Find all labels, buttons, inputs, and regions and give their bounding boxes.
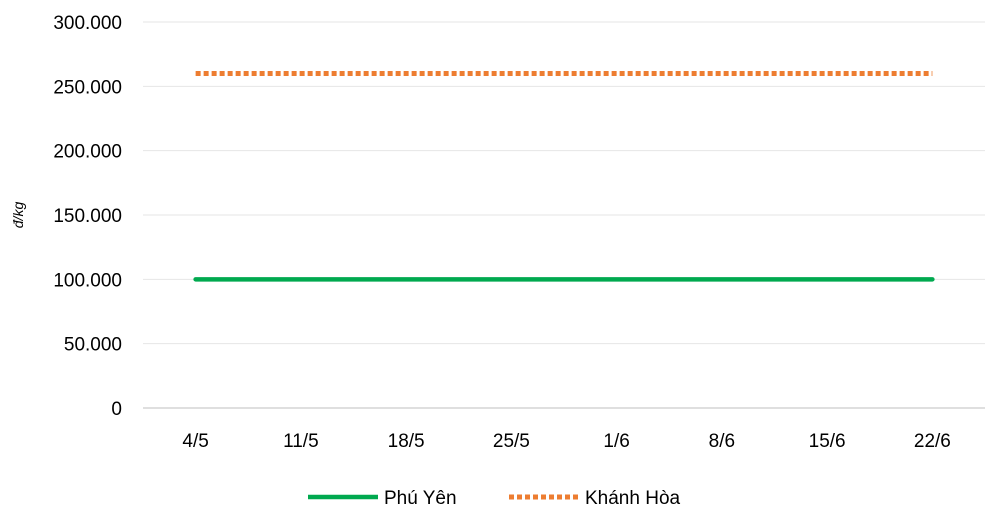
x-tick-label: 11/5 — [283, 431, 319, 452]
y-tick-label: 50.000 — [64, 335, 122, 356]
x-tick-label: 22/6 — [914, 431, 951, 452]
series-lines — [193, 70, 935, 282]
grid-lines — [143, 21, 985, 345]
legend-label-1: Khánh Hòa — [585, 488, 681, 509]
y-axis-label: đ/kg — [10, 202, 26, 229]
x-tick-label: 18/5 — [388, 431, 425, 452]
y-tick-label: 250.000 — [53, 77, 122, 98]
y-tick-label: 200.000 — [53, 142, 122, 163]
x-tick-label: 25/5 — [493, 431, 530, 452]
y-tick-label: 100.000 — [53, 270, 122, 291]
legend-label-0: Phú Yên — [384, 488, 457, 509]
legend: Phú Yên Khánh Hòa — [308, 488, 681, 509]
x-tick-label: 8/6 — [709, 431, 735, 452]
y-tick-label: 0 — [111, 399, 122, 420]
x-tick-label: 15/6 — [809, 431, 846, 452]
y-tick-label: 150.000 — [53, 206, 122, 227]
x-tick-label: 4/5 — [182, 431, 208, 452]
x-tick-label: 1/6 — [603, 431, 629, 452]
y-axis-tick-labels: 0 50.000 100.000 150.000 200.000 250.000 300.0… — [53, 13, 122, 420]
y-tick-label: 300.000 — [53, 13, 122, 34]
x-axis-tick-labels: 4/5 11/5 18/5 25/5 1/6 8/6 15/6 22/6 — [182, 431, 950, 452]
